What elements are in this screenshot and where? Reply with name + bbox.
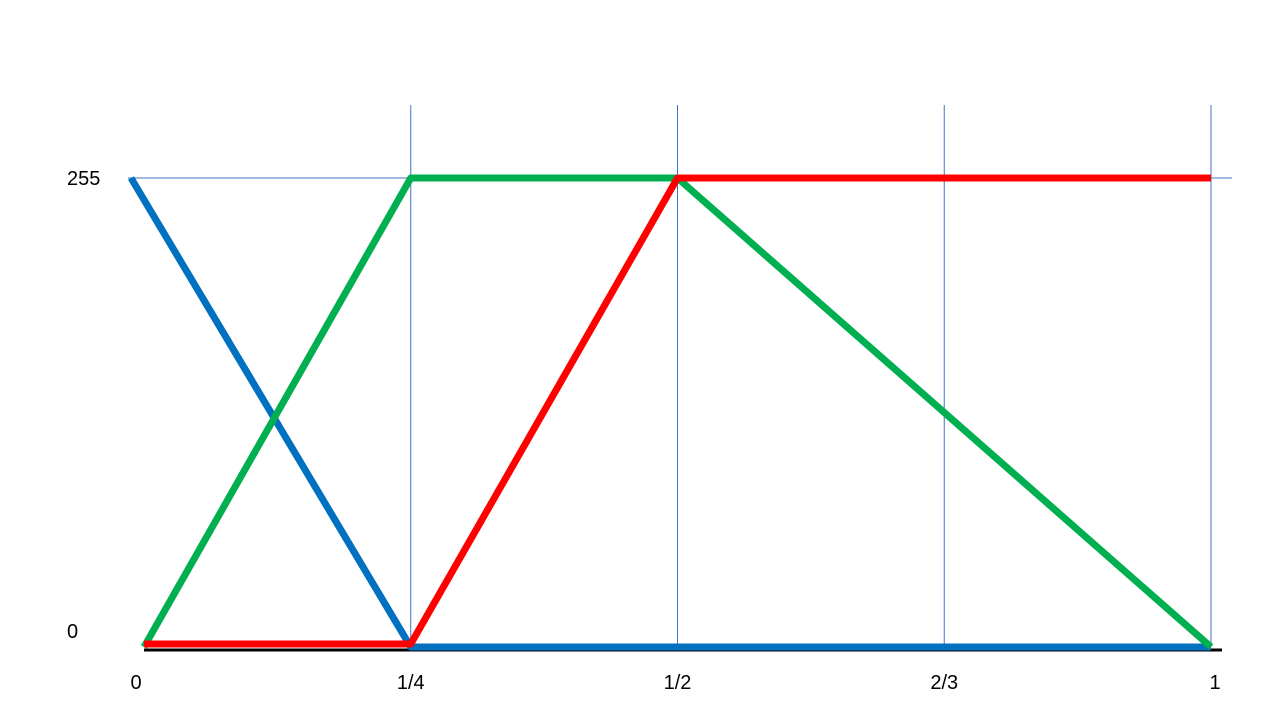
y-tick-labels: 0 255 [67, 168, 100, 643]
series-lines [127, 174, 1214, 651]
x-tick-label-4: 1 [1209, 672, 1220, 694]
series-line-2 [144, 174, 1211, 648]
grid-lines [128, 105, 1232, 647]
x-tick-label-3: 2/3 [930, 672, 958, 694]
x-tick-label-1: 1/4 [397, 672, 425, 694]
x-tick-labels: 0 1/4 1/2 2/3 1 [130, 672, 1220, 694]
series-line-1 [140, 174, 1214, 650]
y-tick-label-0: 0 [67, 621, 78, 643]
series-line-0 [127, 176, 1211, 651]
x-tick-label-2: 1/2 [664, 672, 692, 694]
y-tick-label-1: 255 [67, 168, 100, 190]
x-tick-label-0: 0 [130, 672, 141, 694]
